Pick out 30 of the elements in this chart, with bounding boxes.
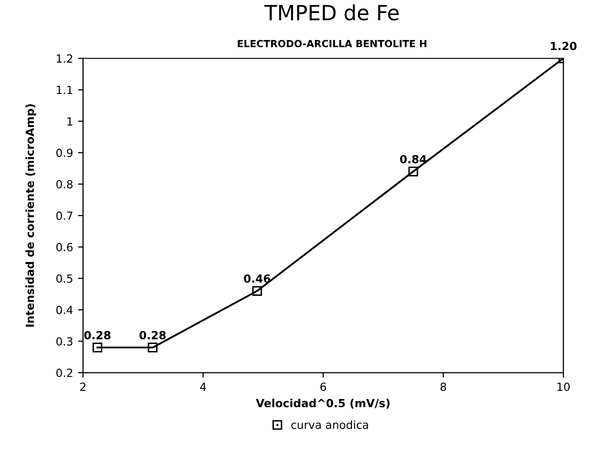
data-label: 0.28 xyxy=(84,330,110,340)
data-label: 1.20 xyxy=(550,42,577,50)
x-tick-label: 8 xyxy=(440,382,446,391)
x-tick-label: 2 xyxy=(80,382,86,391)
legend-label: curva anodica xyxy=(291,420,368,429)
y-tick-label: 1.2 xyxy=(56,54,72,63)
point xyxy=(148,342,158,352)
data-label: 0.84 xyxy=(400,154,426,164)
y-tick-label: 0.3 xyxy=(56,337,72,346)
data-label: 0.28 xyxy=(139,330,166,340)
y-tick-label: 1 xyxy=(67,117,72,126)
x-tick-label: 4 xyxy=(200,382,206,391)
chart-title: TMPED de Fe xyxy=(264,4,399,20)
y-tick-label: 0.4 xyxy=(56,306,73,314)
x-tick-label: 10 xyxy=(558,382,570,391)
x-tick-label: 6 xyxy=(320,382,326,391)
y-tick-label: 0.9 xyxy=(56,148,73,158)
y-tick-label: 1.1 xyxy=(56,86,72,94)
data-label: 0.46 xyxy=(244,274,270,283)
y-tick-label: 0.7 xyxy=(56,211,72,220)
chart-subtitle: ELECTRODO-ARCILLA BENTOLITE H xyxy=(238,40,426,48)
y-tick-label: 0.8 xyxy=(56,180,73,188)
y-tick-label: 0.5 xyxy=(56,274,72,283)
point xyxy=(92,342,102,352)
y-tick-label: 0.6 xyxy=(56,242,73,252)
point xyxy=(252,286,262,296)
x-axis-title: Velocidad^0.5 (mV/s) xyxy=(256,398,390,409)
point xyxy=(408,166,418,176)
y-axis-title: Intensidad de corriente (microAmp) xyxy=(25,104,36,327)
y-tick-label: 0.2 xyxy=(56,368,72,378)
